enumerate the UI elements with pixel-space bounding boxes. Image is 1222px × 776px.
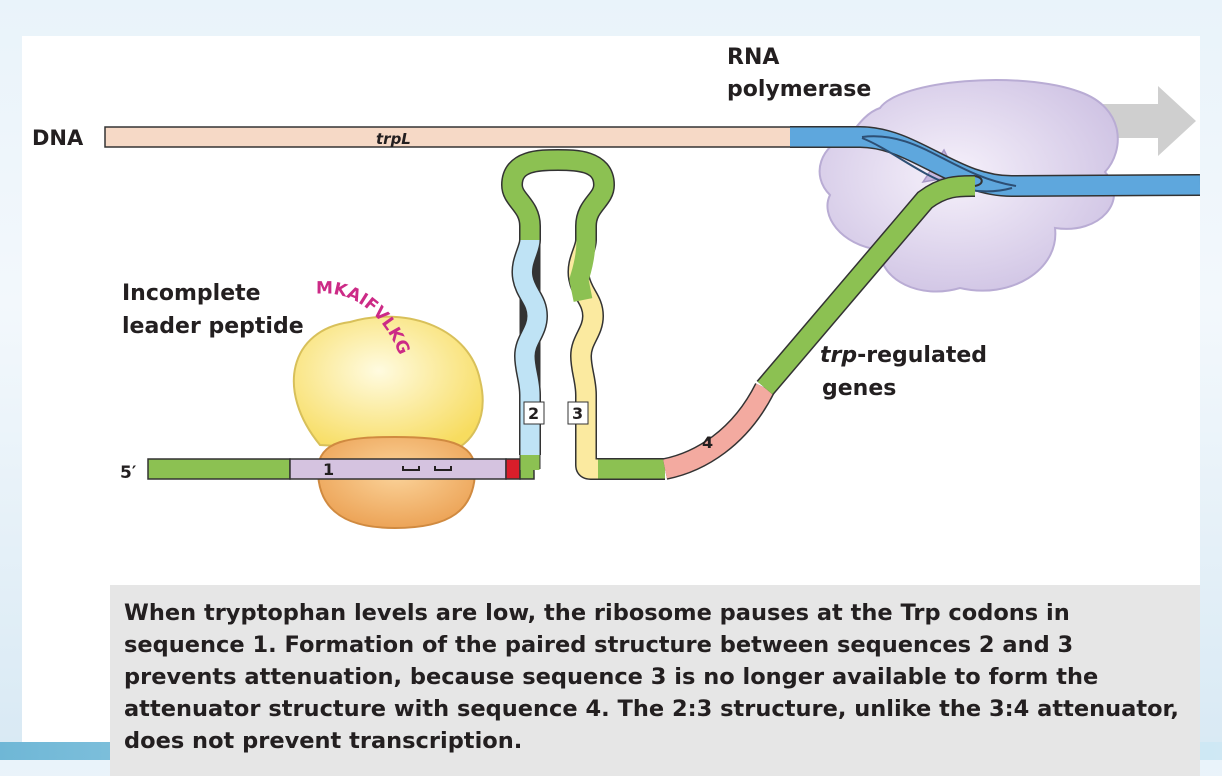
- stop-codon: [505, 458, 521, 480]
- label-trp-regulated: trp-regulated: [820, 343, 987, 368]
- label-seq-4: 4: [702, 433, 713, 452]
- ribosome: [293, 315, 484, 530]
- label-seq-2: 2: [528, 404, 539, 423]
- label-five-prime: 5′: [120, 463, 137, 483]
- label-dna: DNA: [32, 126, 84, 150]
- label-polymerase: polymerase: [727, 77, 871, 102]
- label-rna: RNA: [727, 45, 779, 70]
- rna-downstream: [598, 174, 983, 480]
- label-seq-3: 3: [572, 404, 583, 423]
- label-incomplete: Incomplete: [122, 281, 261, 306]
- dna-unwound-strands: [790, 126, 1200, 198]
- arrow-right-icon: [1080, 86, 1196, 156]
- figure-panel: 1 2 3 4 DNA trpL RNA polymerase Incomple…: [22, 36, 1200, 776]
- label-trpl: trpL: [376, 130, 411, 148]
- hairpin-loop: [502, 150, 614, 240]
- label-seq-1: 1: [323, 460, 334, 479]
- label-leader-peptide: leader peptide: [122, 314, 304, 339]
- dna-trpl-region: [104, 126, 793, 148]
- mrna-transcript: [147, 458, 535, 480]
- caption-text: When tryptophan levels are low, the ribo…: [124, 600, 1179, 754]
- attenuation-diagram: 1 2 3 4 DNA trpL RNA polymerase Incomple…: [32, 45, 1200, 530]
- sequence-4-segment: [662, 383, 774, 479]
- sequence-2-segment: [512, 238, 547, 455]
- label-genes: genes: [822, 376, 896, 401]
- caption-box: When tryptophan levels are low, the ribo…: [110, 585, 1200, 776]
- codon-bracket-icon: [402, 466, 452, 471]
